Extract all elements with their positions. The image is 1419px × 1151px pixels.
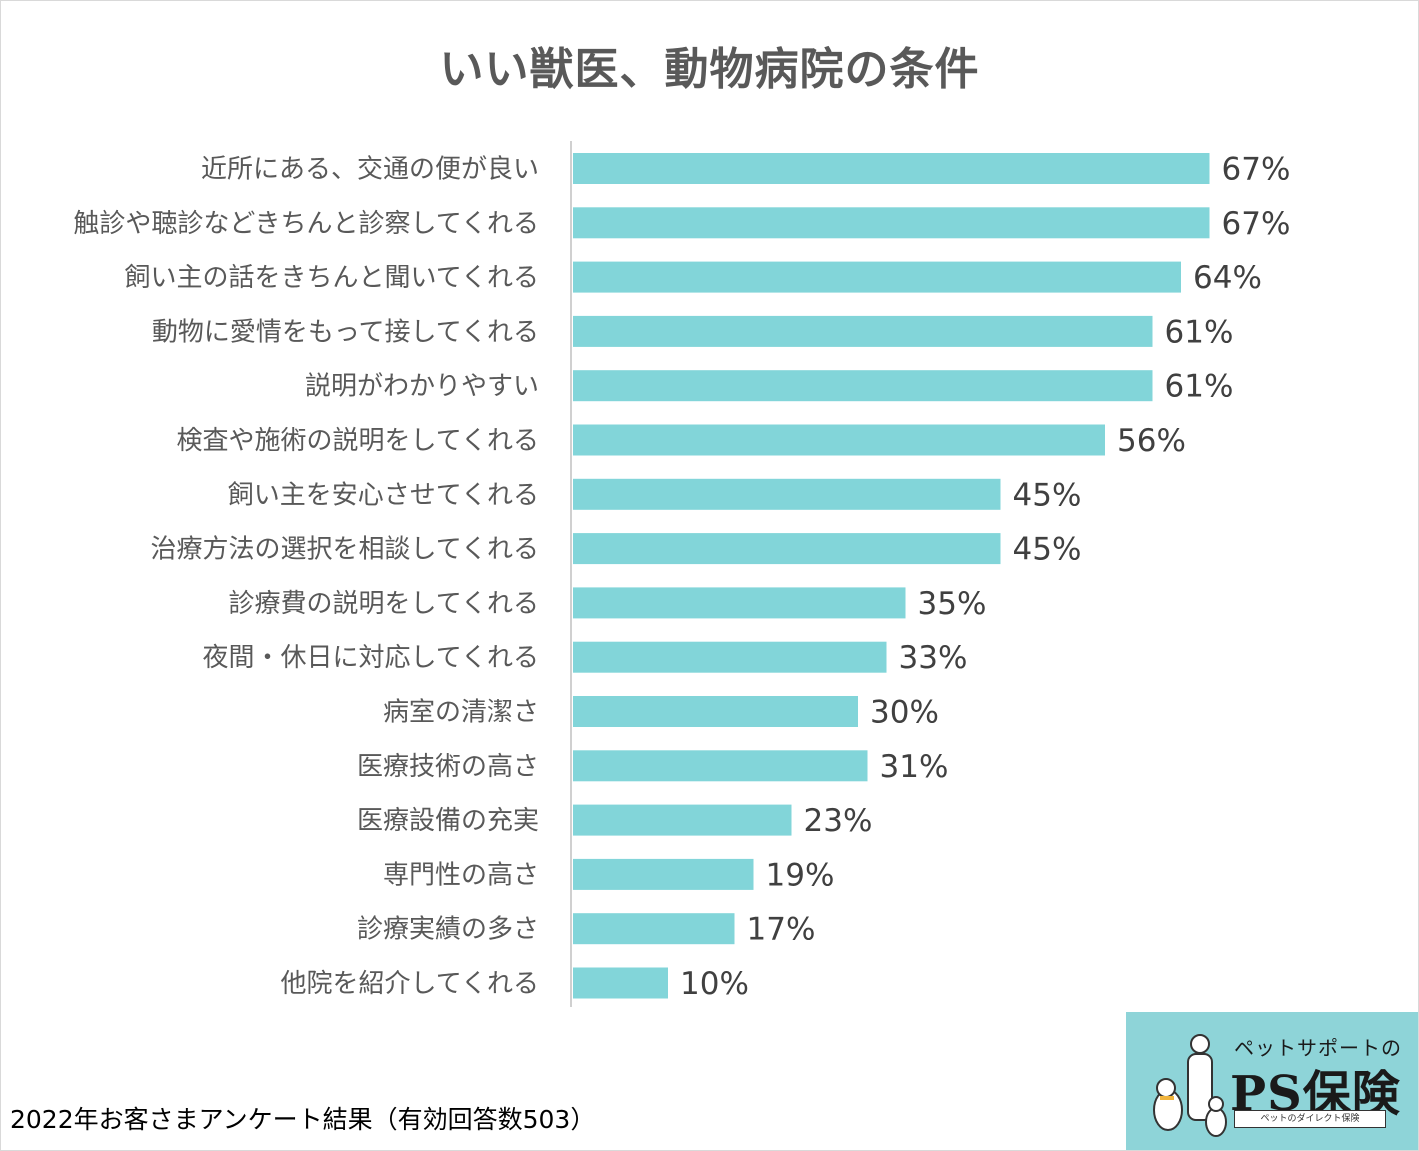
bar xyxy=(573,153,1210,184)
value-labels-group: 67% 67% 64% 61% 61% 56% 45% 45% 35% 33% 30% 31%23% 1… xyxy=(680,152,1290,1003)
value-label: 30% xyxy=(870,695,939,731)
logo-subtitle: ペットサポートの xyxy=(1234,1036,1402,1060)
logo-tagline: ペットのダイレクト保険 xyxy=(1234,1110,1386,1128)
value-label: 35% xyxy=(918,586,987,622)
bar xyxy=(573,696,858,727)
category-labels-group: 近所にある、交通の便が良い触診や聴診などきちんと診察してくれる飼い主の話をきちん… xyxy=(73,155,539,1000)
value-label: 17% xyxy=(747,912,816,948)
bar xyxy=(573,587,906,619)
survey-footnote: 2022年お客さまアンケート結果（有効回答数503） xyxy=(10,1105,596,1134)
category-label: 飼い主を安心させてくれる xyxy=(228,480,539,510)
chart-title: いい獣医、動物病院の条件 xyxy=(439,44,980,95)
value-label: 10% xyxy=(680,966,749,1002)
category-label: 診療実績の多さ xyxy=(357,915,539,945)
category-label: 他院を紹介してくれる xyxy=(281,969,539,999)
bars-group xyxy=(573,153,1210,999)
bar xyxy=(573,315,1153,347)
bar xyxy=(573,533,1001,565)
bar xyxy=(573,641,887,673)
value-label: 33% xyxy=(899,640,968,676)
value-label: 23% xyxy=(804,803,873,839)
value-label: 45% xyxy=(1013,477,1082,513)
bar xyxy=(573,207,1210,239)
bar xyxy=(573,858,754,890)
category-label: 動物に愛情をもって接してくれる xyxy=(152,317,539,347)
category-label: 飼い主の話をきちんと聞いてくれる xyxy=(125,263,539,293)
value-label: 67% xyxy=(1222,152,1291,188)
category-label: 夜間・休日に対応してくれる xyxy=(203,643,539,673)
category-label: 医療技術の高さ xyxy=(357,752,539,782)
category-label: 診療費の説明をしてくれる xyxy=(229,589,539,619)
value-label: 61% xyxy=(1165,369,1234,405)
category-label: 説明がわかりやすい xyxy=(305,372,539,402)
category-label: 触診や聴診などきちんと診察してくれる xyxy=(73,209,539,239)
value-label: 64% xyxy=(1193,260,1262,296)
category-label: 医療設備の充実 xyxy=(357,806,539,836)
bar xyxy=(573,804,792,836)
pet-owner-illustration-icon xyxy=(1153,1034,1227,1137)
category-label: 専門性の高さ xyxy=(383,860,539,890)
value-label: 56% xyxy=(1117,423,1186,459)
bar xyxy=(573,370,1153,402)
bar xyxy=(573,261,1181,293)
value-label: 31% xyxy=(880,749,949,785)
bar xyxy=(573,424,1105,456)
bar-chart: 近所にある、交通の便が良い触診や聴診などきちんと診察してくれる飼い主の話をきちん… xyxy=(73,141,1290,1007)
category-label: 治療方法の選択を相談してくれる xyxy=(151,535,539,565)
ps-hoken-logo[interactable]: ペットサポートの PS保険 ペットのダイレクト保険 xyxy=(1126,1012,1418,1150)
bar xyxy=(573,913,735,945)
value-label: 19% xyxy=(766,857,835,893)
category-label: 近所にある、交通の便が良い xyxy=(201,155,539,185)
value-label: 67% xyxy=(1222,206,1291,242)
category-label: 検査や施術の説明をしてくれる xyxy=(177,426,539,456)
bar xyxy=(573,967,668,999)
value-label: 45% xyxy=(1013,532,1082,568)
value-label: 61% xyxy=(1165,314,1234,350)
bar xyxy=(573,750,868,782)
bar xyxy=(573,478,1001,510)
category-label: 病室の清潔さ xyxy=(383,698,539,728)
